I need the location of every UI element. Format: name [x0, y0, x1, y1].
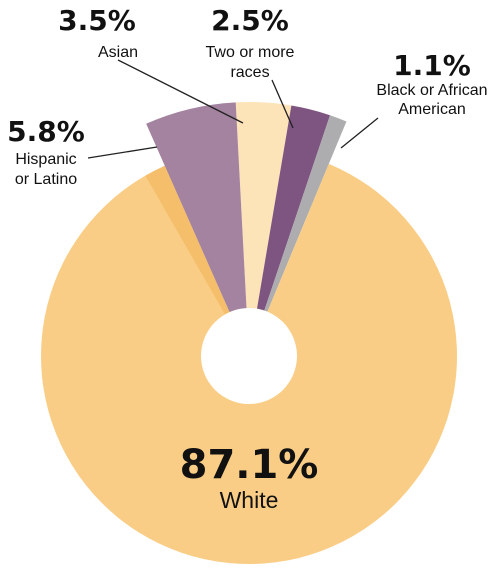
donut-hole: [201, 308, 297, 404]
slice-asian: [235, 102, 292, 356]
slice-hispanic-or-latino: [146, 102, 249, 356]
leader-line-hispanic-or-latino: [87, 146, 158, 159]
leader-line-two-or-more-races: [271, 79, 294, 129]
percent-label-asian: 3.5%: [58, 4, 136, 37]
category-label-white: White: [220, 487, 279, 513]
percent-label-black-or-african-american: 1.1%: [393, 49, 471, 82]
category-label-black-or-african-american: Black or African: [376, 82, 487, 99]
category-label-hispanic-or-latino: or Latino: [15, 171, 77, 188]
percent-label-white: 87.1%: [180, 442, 319, 488]
leader-lines: [87, 59, 379, 159]
white-slice-shadow: [145, 165, 249, 356]
category-label-asian: Asian: [98, 44, 138, 61]
slice-two-or-more-races: [249, 105, 331, 356]
slice-labels: 87.1%White 5.8% Hispanic or Latino 3.5% Asian…: [7, 4, 487, 513]
slice-black-or-african-american: [249, 115, 347, 357]
percent-label-two-or-more-races: 2.5%: [211, 4, 289, 37]
leader-line-asian: [117, 59, 244, 124]
category-label-two-or-more-races: Two or more: [206, 44, 295, 61]
percent-label-hispanic-or-latino: 5.8%: [7, 115, 85, 148]
leader-line-black-or-african-american: [340, 117, 379, 149]
category-label-hispanic-or-latino: Hispanic: [15, 151, 76, 168]
white-slice-shading: [145, 165, 249, 356]
category-label-two-or-more-races: races: [230, 64, 269, 81]
category-label-black-or-african-american: American: [398, 101, 466, 118]
